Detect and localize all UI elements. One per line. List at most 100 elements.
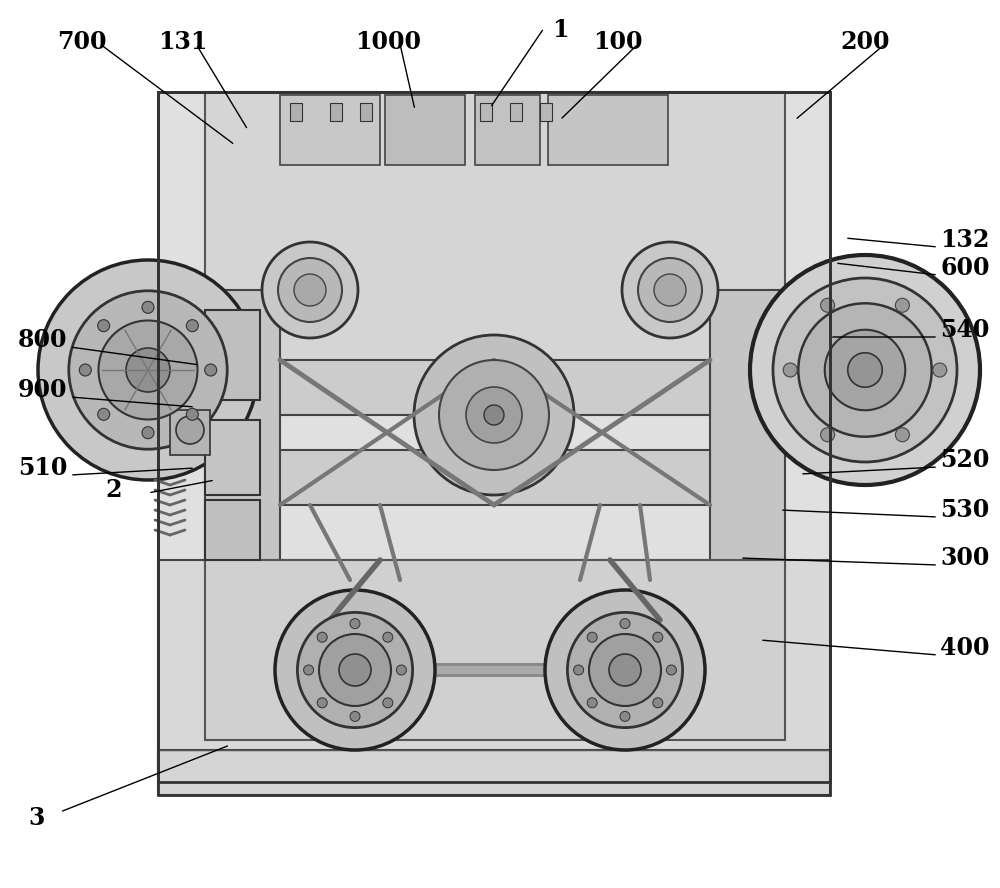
Bar [548, 95, 668, 165]
Circle shape [848, 353, 882, 387]
Bar [540, 103, 552, 121]
Bar [158, 560, 830, 775]
Bar [385, 95, 465, 165]
Bar [170, 410, 210, 455]
Circle shape [750, 255, 980, 485]
Circle shape [587, 698, 597, 708]
Text: 100: 100 [593, 30, 643, 54]
Circle shape [821, 428, 835, 441]
Bar [360, 103, 372, 121]
Circle shape [304, 665, 314, 675]
Circle shape [783, 363, 797, 377]
Circle shape [638, 258, 702, 322]
Circle shape [589, 634, 661, 706]
Circle shape [773, 278, 957, 462]
Circle shape [620, 711, 630, 721]
Circle shape [545, 590, 705, 750]
Bar [510, 103, 522, 121]
Circle shape [350, 711, 360, 721]
Bar [205, 560, 785, 740]
Circle shape [186, 408, 198, 420]
Circle shape [275, 590, 435, 750]
Circle shape [79, 364, 91, 376]
Circle shape [895, 298, 909, 313]
Text: 1: 1 [552, 18, 568, 42]
Circle shape [278, 258, 342, 322]
Text: 1000: 1000 [355, 30, 421, 54]
Bar [480, 103, 492, 121]
Circle shape [653, 698, 663, 708]
Circle shape [98, 321, 198, 419]
Bar [280, 450, 710, 505]
Circle shape [414, 335, 574, 495]
Text: 700: 700 [57, 30, 107, 54]
Circle shape [142, 427, 154, 439]
Text: 300: 300 [940, 546, 989, 570]
Bar [475, 95, 540, 165]
Circle shape [620, 619, 630, 629]
Circle shape [396, 665, 406, 675]
Text: 600: 600 [940, 256, 990, 280]
Bar [205, 500, 260, 560]
Circle shape [339, 654, 371, 686]
Bar [205, 92, 785, 372]
Text: 540: 540 [940, 318, 989, 342]
Circle shape [319, 634, 391, 706]
Circle shape [186, 320, 198, 331]
Circle shape [798, 304, 932, 437]
Text: 900: 900 [18, 378, 68, 402]
Circle shape [98, 320, 110, 331]
Circle shape [205, 364, 217, 376]
Circle shape [142, 301, 154, 313]
Circle shape [383, 632, 393, 642]
Circle shape [622, 242, 718, 338]
Circle shape [439, 360, 549, 470]
Bar [710, 290, 785, 570]
Circle shape [383, 698, 393, 708]
Circle shape [821, 298, 835, 313]
Text: 800: 800 [18, 328, 68, 352]
Circle shape [294, 274, 326, 306]
Bar [205, 290, 280, 570]
Circle shape [126, 348, 170, 392]
Bar [158, 750, 830, 795]
Circle shape [933, 363, 947, 377]
Text: 400: 400 [940, 636, 990, 660]
Bar [290, 103, 302, 121]
Circle shape [38, 260, 258, 480]
Circle shape [666, 665, 676, 675]
Circle shape [350, 619, 360, 629]
Circle shape [609, 654, 641, 686]
Circle shape [69, 290, 227, 449]
Text: 200: 200 [840, 30, 890, 54]
Circle shape [317, 698, 327, 708]
Text: 520: 520 [940, 448, 989, 472]
Circle shape [466, 387, 522, 443]
Circle shape [574, 665, 584, 675]
Circle shape [297, 613, 413, 727]
Circle shape [317, 632, 327, 642]
Circle shape [825, 329, 905, 410]
Bar [158, 92, 830, 782]
Text: 510: 510 [18, 456, 67, 480]
Circle shape [484, 405, 504, 425]
Bar [205, 310, 260, 400]
Text: 2: 2 [105, 478, 122, 502]
Bar [205, 420, 260, 495]
Circle shape [98, 408, 110, 420]
Bar [330, 103, 342, 121]
Text: 131: 131 [158, 30, 208, 54]
Text: 3: 3 [28, 806, 44, 830]
Circle shape [262, 242, 358, 338]
Circle shape [587, 632, 597, 642]
Text: 530: 530 [940, 498, 989, 522]
Bar [158, 92, 830, 782]
Circle shape [654, 274, 686, 306]
Circle shape [176, 416, 204, 444]
Bar [280, 95, 380, 165]
Bar [158, 750, 830, 795]
Text: 132: 132 [940, 228, 989, 252]
Circle shape [653, 632, 663, 642]
Bar [280, 360, 710, 415]
Circle shape [895, 428, 909, 441]
